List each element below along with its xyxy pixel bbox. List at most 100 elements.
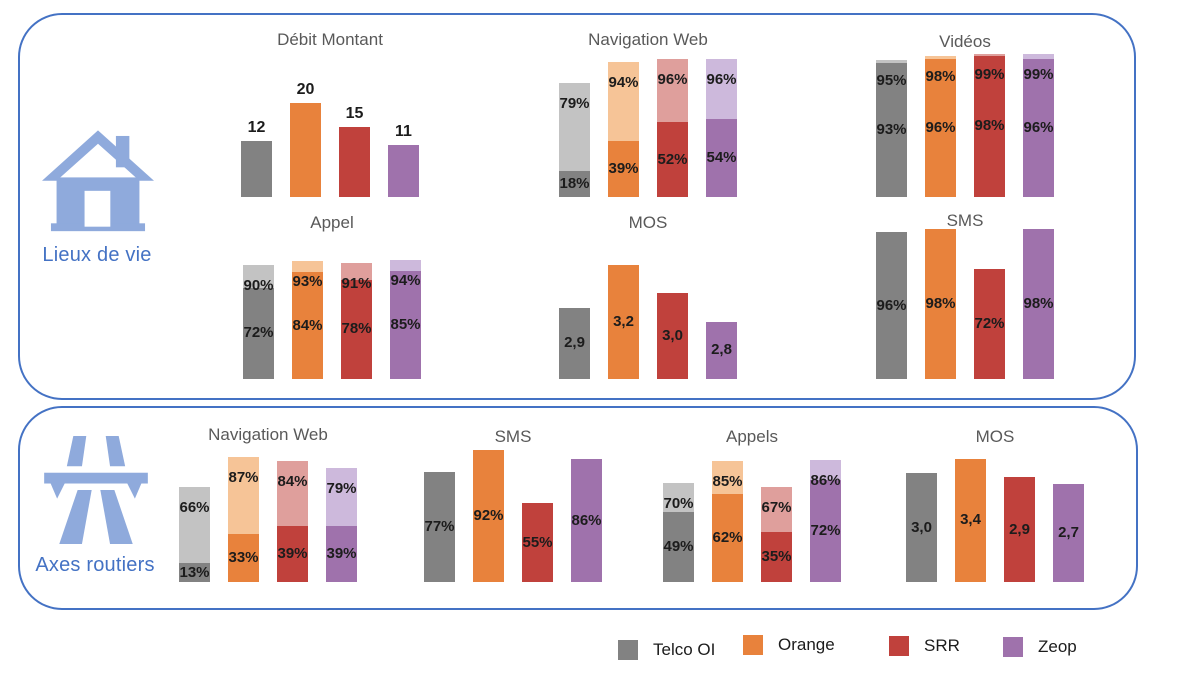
- value-label: 98%: [925, 295, 956, 313]
- zeop-swatch: [1003, 637, 1023, 657]
- chart-title: SMS: [946, 211, 984, 230]
- bar-telco-oi-low: [243, 287, 274, 379]
- value-label: 79%: [326, 480, 357, 498]
- bar-zeop-low: [326, 525, 357, 582]
- value-label: 91%: [341, 275, 372, 293]
- value-label: 84%: [277, 473, 308, 491]
- value-label: 2,9: [1009, 520, 1030, 538]
- value-label: 66%: [179, 498, 210, 516]
- chart-navigation-web-axes: Navigation Web 66% 13% 87% 33% 84% 39% 79% 39%: [179, 425, 357, 582]
- bar-telco-oi-low: [876, 63, 907, 197]
- chart-navigation-web-lieux: Navigation Web 79% 18% 94% 39% 96% 52% 96% 54%: [559, 30, 737, 197]
- value-label: 99%: [1023, 66, 1054, 84]
- chart-plot: 66% 13% 87% 33% 84% 39% 79% 39%: [179, 438, 357, 582]
- value-label: 99%: [974, 66, 1005, 84]
- value-label: 84%: [292, 316, 323, 334]
- value-label: 3,4: [960, 511, 981, 529]
- value-label: 92%: [473, 507, 504, 525]
- value-label: 98%: [925, 67, 956, 85]
- bar-zeop: [1023, 229, 1054, 379]
- value-label: 3,0: [911, 518, 932, 536]
- value-label: 96%: [876, 296, 907, 314]
- value-label: 52%: [657, 150, 688, 168]
- legend-item-telco-oi: Telco OI: [618, 640, 715, 660]
- bar-srr: [522, 503, 553, 582]
- chart-sms-lieux: SMS 96% 98% 72% 98%: [876, 211, 1054, 379]
- bar-zeop-low: [390, 271, 421, 379]
- value-label: 18%: [559, 175, 590, 193]
- bar-srr-low: [277, 525, 308, 582]
- bar-srr: [339, 126, 370, 197]
- value-label: 39%: [326, 544, 357, 562]
- lieux-de-vie-panel: [18, 13, 1136, 400]
- bar-telco-oi-low: [559, 171, 590, 197]
- chart-title: Débit Montant: [277, 30, 383, 49]
- chart-plot: 96% 98% 72% 98%: [876, 226, 1054, 379]
- bar-zeop: [1053, 484, 1084, 582]
- bar-telco-oi: [424, 471, 455, 582]
- chart-plot: 90% 72% 93% 84% 91% 78% 94% 85%: [243, 252, 421, 379]
- bar-srr-low: [657, 122, 688, 197]
- value-label: 72%: [810, 521, 841, 539]
- value-label: 70%: [663, 494, 694, 512]
- chart-title: SMS: [494, 427, 532, 446]
- bar-orange-low: [292, 272, 323, 379]
- section-label-axes-routiers: Axes routiers: [35, 554, 155, 576]
- bar-srr: [1004, 477, 1035, 582]
- value-label: 96%: [706, 70, 737, 88]
- chart-debit-montant: Débit Montant 12 20 15 11: [241, 30, 419, 197]
- value-label: 12: [247, 118, 266, 136]
- bar-zeop-low: [1023, 58, 1054, 197]
- value-label: 35%: [761, 548, 792, 566]
- value-label: 90%: [243, 276, 274, 294]
- telco-oi-swatch: [618, 640, 638, 660]
- bar-telco-oi: [241, 140, 272, 197]
- chart-videos: Vidéos 95% 93% 98% 96% 99% 98% 99% 96%: [876, 32, 1054, 197]
- value-label: 94%: [608, 73, 639, 91]
- chart-appel: Appel 90% 72% 93% 84% 91% 78% 94% 85%: [243, 213, 421, 379]
- chart-title: Navigation Web: [208, 425, 328, 444]
- chart-mos-lieux: MOS 2,9 3,2 3,0 2,8: [559, 213, 737, 379]
- value-label: 96%: [657, 70, 688, 88]
- axes-routiers-panel: [18, 406, 1138, 610]
- value-label: 20: [296, 81, 315, 98]
- value-label: 78%: [341, 320, 372, 338]
- house-icon: [42, 130, 154, 232]
- bar-orange-low: [712, 493, 743, 582]
- chart-title: Navigation Web: [588, 30, 708, 49]
- orange-swatch: [743, 635, 763, 655]
- value-label: 15: [345, 104, 364, 122]
- bar-zeop: [388, 145, 419, 197]
- value-label: 62%: [712, 528, 743, 546]
- value-label: 33%: [228, 549, 259, 567]
- bar-zeop: [706, 321, 737, 379]
- value-label: 96%: [1023, 118, 1054, 136]
- value-label: 96%: [925, 118, 956, 136]
- bar-telco-oi: [876, 232, 907, 379]
- value-label: 93%: [876, 121, 907, 139]
- bar-orange: [955, 458, 986, 582]
- value-label: 54%: [706, 149, 737, 167]
- chart-title: Vidéos: [939, 32, 991, 51]
- bar-srr: [974, 268, 1005, 379]
- chart-mos-axes: MOS 3,0 3,4 2,9 2,7: [906, 427, 1084, 582]
- bar-zeop-low: [810, 479, 841, 582]
- value-label: 79%: [559, 95, 590, 113]
- legend-label: Telco OI: [653, 640, 716, 659]
- chart-title: Appels: [726, 427, 778, 446]
- value-label: 3,0: [662, 327, 683, 345]
- value-label: 49%: [663, 538, 694, 556]
- value-label: 67%: [761, 498, 792, 516]
- bar-orange: [473, 450, 504, 582]
- bar-orange: [925, 229, 956, 379]
- bar-srr-low: [974, 55, 1005, 197]
- chart-plot: 3,0 3,4 2,9 2,7: [906, 439, 1084, 582]
- chart-plot: 95% 93% 98% 96% 99% 98% 99% 96%: [876, 53, 1054, 197]
- chart-title: Appel: [310, 213, 354, 232]
- chart-title: MOS: [628, 213, 668, 232]
- section-label-lieux-de-vie: Lieux de vie: [42, 244, 152, 266]
- chart-title: MOS: [975, 427, 1015, 446]
- legend-label: Orange: [778, 635, 835, 654]
- value-label: 98%: [974, 117, 1005, 135]
